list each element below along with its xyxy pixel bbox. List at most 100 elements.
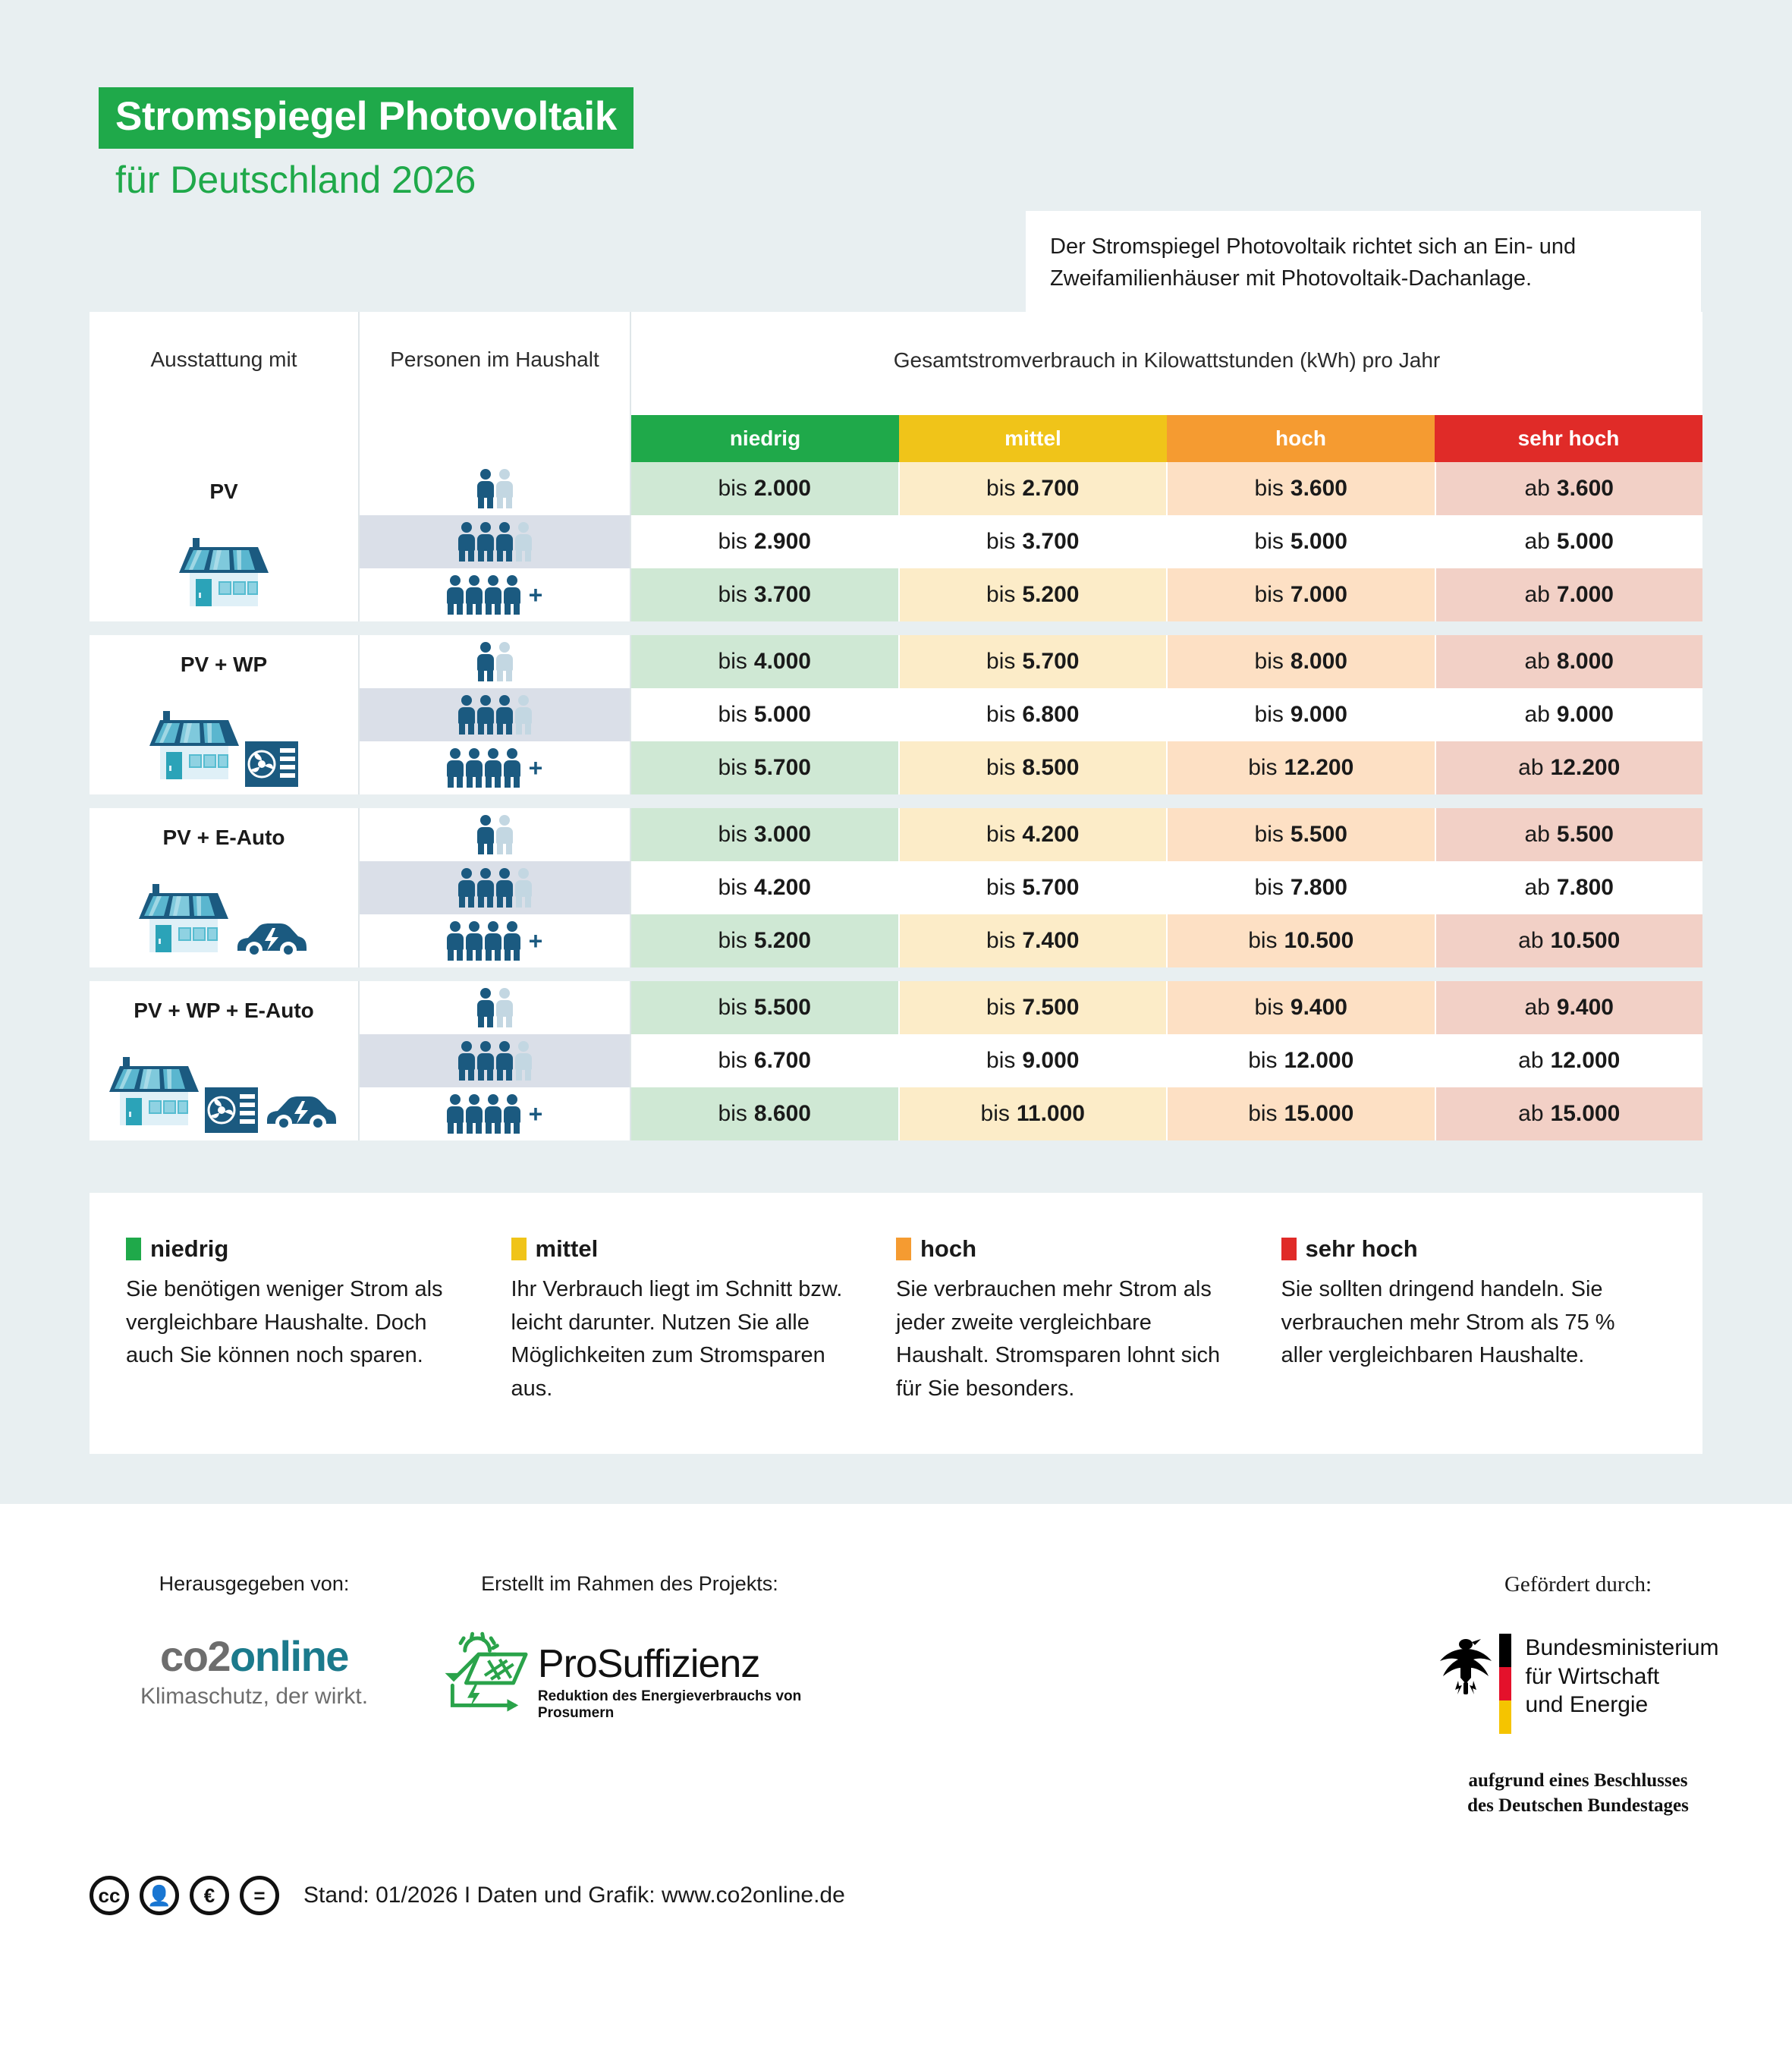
table-row: bis 4.200 bis 5.700 bis 7.800 ab 7.800 — [360, 861, 1702, 914]
group-rows: bis 4.000 bis 5.700 bis 8.000 ab 8.000 bis 5.000 b… — [360, 635, 1702, 794]
consumption-cell: bis 3.700 — [631, 568, 900, 621]
group-rows: bis 2.000 bis 2.700 bis 3.600 ab 3.600 bis 2.900 b… — [360, 462, 1702, 621]
persons-cell — [360, 688, 631, 741]
consumption-cell: bis 3.000 — [631, 808, 900, 861]
consumption-value: 7.000 — [1556, 582, 1614, 607]
consumption-prefix: bis — [986, 1048, 1016, 1073]
consumption-cell: bis 15.000 — [1168, 1087, 1436, 1140]
consumption-value: 5.200 — [753, 928, 811, 953]
band-header-row: niedrig mittel hoch sehr hoch — [631, 415, 1702, 462]
publisher-label: Herausgegeben von: — [159, 1572, 350, 1595]
equipment-icons — [139, 861, 309, 960]
funding-note-line-1: aufgrund eines Beschlusses — [1468, 1770, 1688, 1791]
german-flag-bar — [1499, 1634, 1512, 1734]
consumption-cell: bis 10.500 — [1168, 914, 1436, 967]
consumption-prefix: bis — [986, 529, 1016, 554]
group-separator — [90, 621, 1702, 635]
column-header-consumption-label: Gesamtstromverbrauch in Kilowattstunden … — [893, 348, 1441, 372]
person-icon — [495, 815, 513, 854]
band-header-hoch: hoch — [1167, 415, 1435, 462]
consumption-value: 5.700 — [753, 755, 811, 780]
equipment-label: PV + WP + E-Auto — [134, 999, 314, 1022]
house-pv-icon — [139, 883, 228, 952]
person-icon — [476, 1041, 494, 1081]
band-header-niedrig: niedrig — [631, 415, 899, 462]
funding-block: Gefördert durch: — [1426, 1572, 1730, 1818]
co2online-logo-teal: online — [230, 1632, 349, 1680]
consumption-value: 4.000 — [753, 649, 811, 674]
person-icon — [484, 748, 501, 788]
persons-cell — [360, 808, 631, 861]
consumption-prefix: ab — [1524, 649, 1550, 674]
consumption-prefix: bis — [1254, 582, 1284, 607]
legend-title-mittel: mittel — [535, 1235, 599, 1262]
table-row: bis 2.900 bis 3.700 bis 5.000 ab 5.000 — [360, 515, 1702, 568]
equipment-icons — [179, 515, 269, 614]
person-icon — [446, 748, 464, 788]
equipment-group: PV bis 2.000 bis 2.700 bis 3.600 ab 3.600 bis 2.9… — [90, 462, 1702, 621]
person-icon — [514, 1041, 532, 1081]
consumption-prefix: bis — [986, 928, 1016, 953]
page-title: Stromspiegel Photovoltaik — [99, 87, 634, 149]
band-header-mittel: mittel — [899, 415, 1167, 462]
funding-note: aufgrund eines Beschlusses des Deutschen… — [1426, 1769, 1730, 1818]
table-row: + bis 3.700 bis 5.200 bis 7.000 ab 7.000 — [360, 568, 1702, 621]
equipment-label: PV + WP — [180, 653, 268, 676]
ministry-name: Bundesministerium für Wirtschaft und Ene… — [1525, 1634, 1718, 1719]
person-icon — [476, 815, 494, 854]
person-icon — [495, 469, 513, 508]
table-row: bis 5.000 bis 6.800 bis 9.000 ab 9.000 — [360, 688, 1702, 741]
equipment-cell: PV + E-Auto — [90, 808, 360, 967]
consumption-value: 2.000 — [753, 476, 811, 501]
person-icon — [457, 522, 475, 562]
equipment-group: PV + E-Auto bis 3.000 bis 4.200 bis 5.500 ab 5.… — [90, 808, 1702, 967]
co2online-logo: co2online Klimaschutz, der wirkt. — [91, 1635, 417, 1710]
consumption-value: 15.000 — [1550, 1101, 1621, 1126]
creative-commons-row: cc 👤 € = Stand: 01/2026 I Daten und Graf… — [90, 1876, 845, 1915]
equipment-icons — [149, 688, 298, 787]
consumption-prefix: ab — [1518, 1101, 1544, 1126]
consumption-value: 5.500 — [1556, 822, 1614, 847]
ministry-line-2: für Wirtschaft — [1525, 1663, 1660, 1689]
group-rows: bis 5.500 bis 7.500 bis 9.400 ab 9.400 bis 6.700 b… — [360, 981, 1702, 1140]
consumption-prefix: ab — [1524, 995, 1550, 1020]
table-body: PV bis 2.000 bis 2.700 bis 3.600 ab 3.600 bis 2.9… — [90, 462, 1702, 1140]
person-icon — [495, 988, 513, 1027]
consumption-prefix: ab — [1524, 529, 1550, 554]
consumption-prefix: bis — [986, 476, 1016, 501]
funding-label: Gefördert durch: — [1504, 1572, 1652, 1597]
consumption-cell: bis 5.000 — [1168, 515, 1436, 568]
consumption-value: 8.500 — [1022, 755, 1080, 780]
consumption-cell: bis 11.000 — [899, 1087, 1168, 1140]
prosuffizienz-logo: ProSuffizienz Reduktion des Energieverbr… — [440, 1623, 819, 1722]
person-icon — [503, 575, 520, 615]
persons-cell — [360, 981, 631, 1034]
consumption-prefix: bis — [1248, 1101, 1278, 1126]
persons-cell — [360, 635, 631, 688]
persons-cell: + — [360, 741, 631, 794]
consumption-prefix: bis — [1254, 529, 1284, 554]
persons-cell: + — [360, 914, 631, 967]
table-row: bis 5.500 bis 7.500 bis 9.400 ab 9.400 — [360, 981, 1702, 1034]
table-row: + bis 5.700 bis 8.500 bis 12.200 ab 12.200 — [360, 741, 1702, 794]
person-icon — [476, 469, 494, 508]
bmwi-logo: Bundesministerium für Wirtschaft und Ene… — [1426, 1634, 1730, 1734]
ministry-line-3: und Energie — [1525, 1692, 1649, 1717]
consumption-value: 5.500 — [1290, 822, 1347, 847]
legend-swatch-niedrig — [126, 1238, 141, 1260]
consumption-prefix: bis — [986, 702, 1016, 727]
cc-icon: cc — [90, 1876, 129, 1915]
consumption-value: 7.500 — [1022, 995, 1080, 1020]
house-pv-icon — [179, 537, 269, 606]
consumption-cell: ab 3.600 — [1435, 462, 1702, 515]
legend-swatch-sehr-hoch — [1281, 1238, 1297, 1260]
consumption-value: 11.000 — [1016, 1101, 1085, 1126]
column-header-consumption-group: Gesamtstromverbrauch in Kilowattstunden … — [631, 312, 1702, 462]
consumption-prefix: bis — [980, 1101, 1010, 1126]
person-icon — [495, 868, 513, 908]
consumption-cell: bis 5.200 — [899, 568, 1168, 621]
legend-title-hoch: hoch — [920, 1235, 977, 1262]
consumption-prefix: bis — [718, 995, 747, 1020]
consumption-prefix: bis — [1254, 875, 1284, 900]
consumption-value: 4.200 — [753, 875, 811, 900]
